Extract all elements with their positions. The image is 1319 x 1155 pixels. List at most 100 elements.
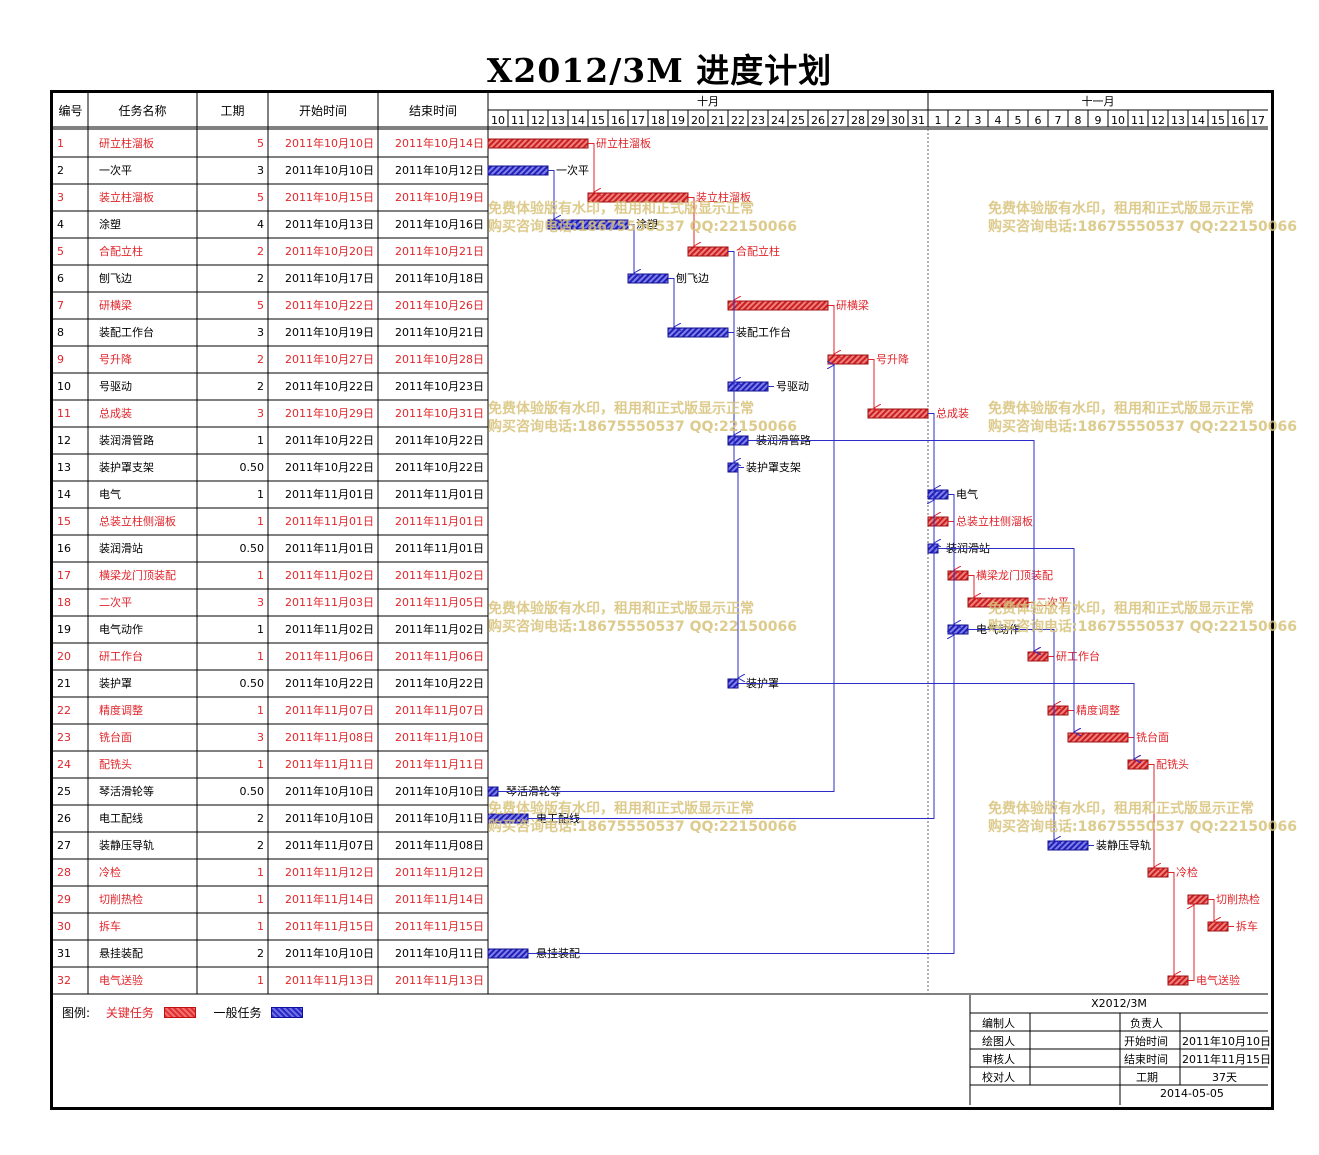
task-start: 2011年11月14日: [285, 892, 374, 906]
day-label: 29: [871, 114, 885, 127]
task-name: 装护罩: [99, 676, 132, 690]
day-label: 9: [1095, 114, 1102, 127]
task-name: 涂塑: [99, 217, 121, 231]
task-name: 一次平: [99, 163, 132, 177]
task-id: 25: [57, 785, 71, 798]
task-bar: [947, 570, 969, 581]
day-label: 13: [551, 114, 565, 127]
bar-label: 冷检: [1176, 865, 1198, 879]
task-id: 30: [57, 920, 71, 933]
day-label: 10: [1111, 114, 1125, 127]
task-duration: 1: [257, 866, 264, 879]
task-name: 研横梁: [99, 298, 132, 312]
task-bar: [727, 435, 749, 446]
task-start: 2011年11月03日: [285, 595, 374, 609]
task-start: 2011年11月15日: [285, 919, 374, 933]
task-id: 22: [57, 704, 71, 717]
day-label: 20: [691, 114, 705, 127]
task-bar: [927, 543, 939, 554]
bar-label: 二次平: [1036, 595, 1069, 609]
task-id: 10: [57, 380, 71, 393]
day-label: 24: [771, 114, 785, 127]
dependency-link: [728, 251, 734, 463]
task-start: 2011年11月07日: [285, 838, 374, 852]
dependency-link: [1208, 899, 1214, 922]
task-name: 总成装: [99, 406, 132, 420]
task-duration: 5: [257, 299, 264, 312]
day-label: 14: [1191, 114, 1205, 127]
task-id: 24: [57, 758, 71, 771]
bar-label: 拆车: [1236, 919, 1258, 933]
task-end: 2011年10月22日: [395, 676, 484, 690]
bar-label: 总成装: [936, 406, 969, 420]
task-start: 2011年10月27日: [285, 352, 374, 366]
dependency-link: [1188, 905, 1194, 981]
task-name: 刨飞边: [99, 271, 132, 285]
day-label: 4: [995, 114, 1002, 127]
task-end: 2011年11月01日: [395, 487, 484, 501]
task-id: 9: [57, 353, 64, 366]
day-label: 26: [811, 114, 825, 127]
task-end: 2011年10月16日: [395, 217, 484, 231]
task-start: 2011年11月01日: [285, 487, 374, 501]
legend-critical-label: 关键任务: [105, 1006, 154, 1020]
task-duration: 0.50: [240, 677, 265, 690]
dependency-link: [548, 170, 554, 220]
bar-label: 铣台面: [1136, 730, 1169, 744]
task-id: 31: [57, 947, 71, 960]
task-name: 总装立柱侧溜板: [99, 514, 176, 528]
task-duration: 3: [257, 731, 264, 744]
task-name: 冷检: [99, 865, 121, 879]
day-label: 27: [831, 114, 845, 127]
header-name: 任务名称: [118, 103, 166, 118]
task-start: 2011年10月22日: [285, 460, 374, 474]
dependency-link: [968, 629, 1054, 841]
task-end: 2011年11月13日: [395, 973, 484, 987]
bar-label: 装静压导轨: [1096, 838, 1151, 852]
task-name: 电气送验: [99, 973, 143, 987]
task-name: 铣台面: [99, 730, 132, 744]
task-id: 1: [57, 137, 64, 150]
task-id: 13: [57, 461, 71, 474]
task-start: 2011年10月20日: [285, 244, 374, 258]
bar-label: 号驱动: [776, 380, 809, 393]
task-id: 20: [57, 650, 71, 663]
task-start: 2011年10月22日: [285, 676, 374, 690]
day-label: 13: [1171, 114, 1185, 127]
task-bar: [867, 408, 929, 419]
task-duration: 5: [257, 137, 264, 150]
dependency-link: [588, 143, 594, 193]
task-bar: [827, 354, 869, 365]
task-id: 8: [57, 326, 64, 339]
task-end: 2011年11月11日: [395, 757, 484, 771]
task-bar: [1167, 975, 1189, 986]
day-label: 14: [571, 114, 585, 127]
task-end: 2011年11月07日: [395, 703, 484, 717]
dependency-link: [748, 440, 1034, 652]
legend-normal-swatch: [271, 1007, 304, 1018]
task-name: 二次平: [99, 595, 132, 609]
task-start: 2011年11月06日: [285, 649, 374, 663]
dependency-link: [928, 413, 934, 490]
task-duration: 1: [257, 920, 264, 933]
task-end: 2011年10月19日: [395, 190, 484, 204]
day-label: 21: [711, 114, 725, 127]
task-bar: [927, 489, 949, 500]
dependency-link: [1168, 872, 1174, 976]
task-end: 2011年11月14日: [395, 892, 484, 906]
day-label: 28: [851, 114, 865, 127]
task-bar: [1047, 840, 1089, 851]
bar-label: 精度调整: [1076, 703, 1120, 717]
dependency-link: [728, 251, 734, 382]
task-bar: [1147, 867, 1169, 878]
bar-label: 研立柱溜板: [596, 136, 651, 150]
dependency-link: [728, 251, 734, 301]
task-name: 号驱动: [99, 380, 132, 393]
day-label: 18: [651, 114, 665, 127]
tb-start-label: 开始时间: [1124, 1035, 1168, 1048]
task-duration: 2: [257, 839, 264, 852]
task-start: 2011年10月15日: [285, 190, 374, 204]
task-duration: 0.50: [240, 785, 265, 798]
task-name: 悬挂装配: [99, 946, 143, 960]
task-end: 2011年10月18日: [395, 271, 484, 285]
